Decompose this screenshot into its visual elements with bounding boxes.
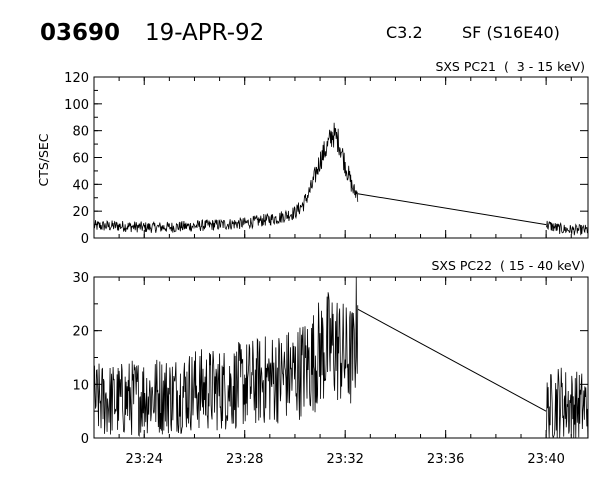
y-tick-label: 20: [72, 205, 89, 220]
y-tick-label: 60: [72, 152, 89, 167]
trace-layer: [93, 122, 589, 236]
event-id: 03690: [40, 20, 120, 46]
x-tick-label: 23:24: [126, 452, 163, 467]
flare-location: SF (S16E40): [462, 23, 560, 42]
y-tick-label: 100: [64, 98, 89, 113]
y-tick-label: 80: [72, 125, 89, 140]
panel-pc22: SXS PC22 ( 15 - 40 keV) 0 10 20 30 23:24 23:2…: [72, 258, 589, 467]
y-tick-label: 0: [81, 432, 89, 447]
x-tick-label: 23:32: [326, 452, 363, 467]
data-gap-line: [357, 193, 547, 226]
plot-frame: [93, 276, 589, 439]
tick-layer: 0 20 40 60 80 100 120: [64, 71, 588, 247]
flare-class: C3.2: [386, 23, 423, 42]
x-tick-label: 23:40: [527, 452, 564, 467]
x-tick-label: 23:36: [427, 452, 464, 467]
y-tick-label: 10: [72, 378, 89, 393]
tick-layer: 0 10 20 30 23:24 23:28 23:32 23:36 23:40: [72, 271, 588, 467]
data-trace-segment: [93, 122, 359, 233]
y-axis-label: CTS/SEC: [36, 133, 51, 186]
panel-title: SXS PC21 ( 3 - 15 keV): [435, 59, 585, 74]
data-gap-line: [357, 308, 547, 412]
panel-pc21: SXS PC21 ( 3 - 15 keV) CTS/SEC 0 20 40 60 80…: [36, 59, 589, 247]
plot-frame: [93, 76, 589, 239]
data-trace-segment: [545, 367, 589, 439]
data-trace-segment: [545, 220, 589, 236]
y-tick-label: 120: [64, 71, 89, 86]
panel-title: SXS PC22 ( 15 - 40 keV): [431, 258, 585, 273]
y-tick-label: 20: [72, 325, 89, 340]
event-date: 19-APR-92: [145, 20, 264, 46]
x-tick-label: 23:28: [226, 452, 263, 467]
y-tick-label: 40: [72, 178, 89, 193]
y-tick-label: 30: [72, 271, 89, 286]
data-trace-segment: [93, 276, 359, 438]
y-tick-label: 0: [81, 232, 89, 247]
trace-layer: [93, 276, 589, 439]
